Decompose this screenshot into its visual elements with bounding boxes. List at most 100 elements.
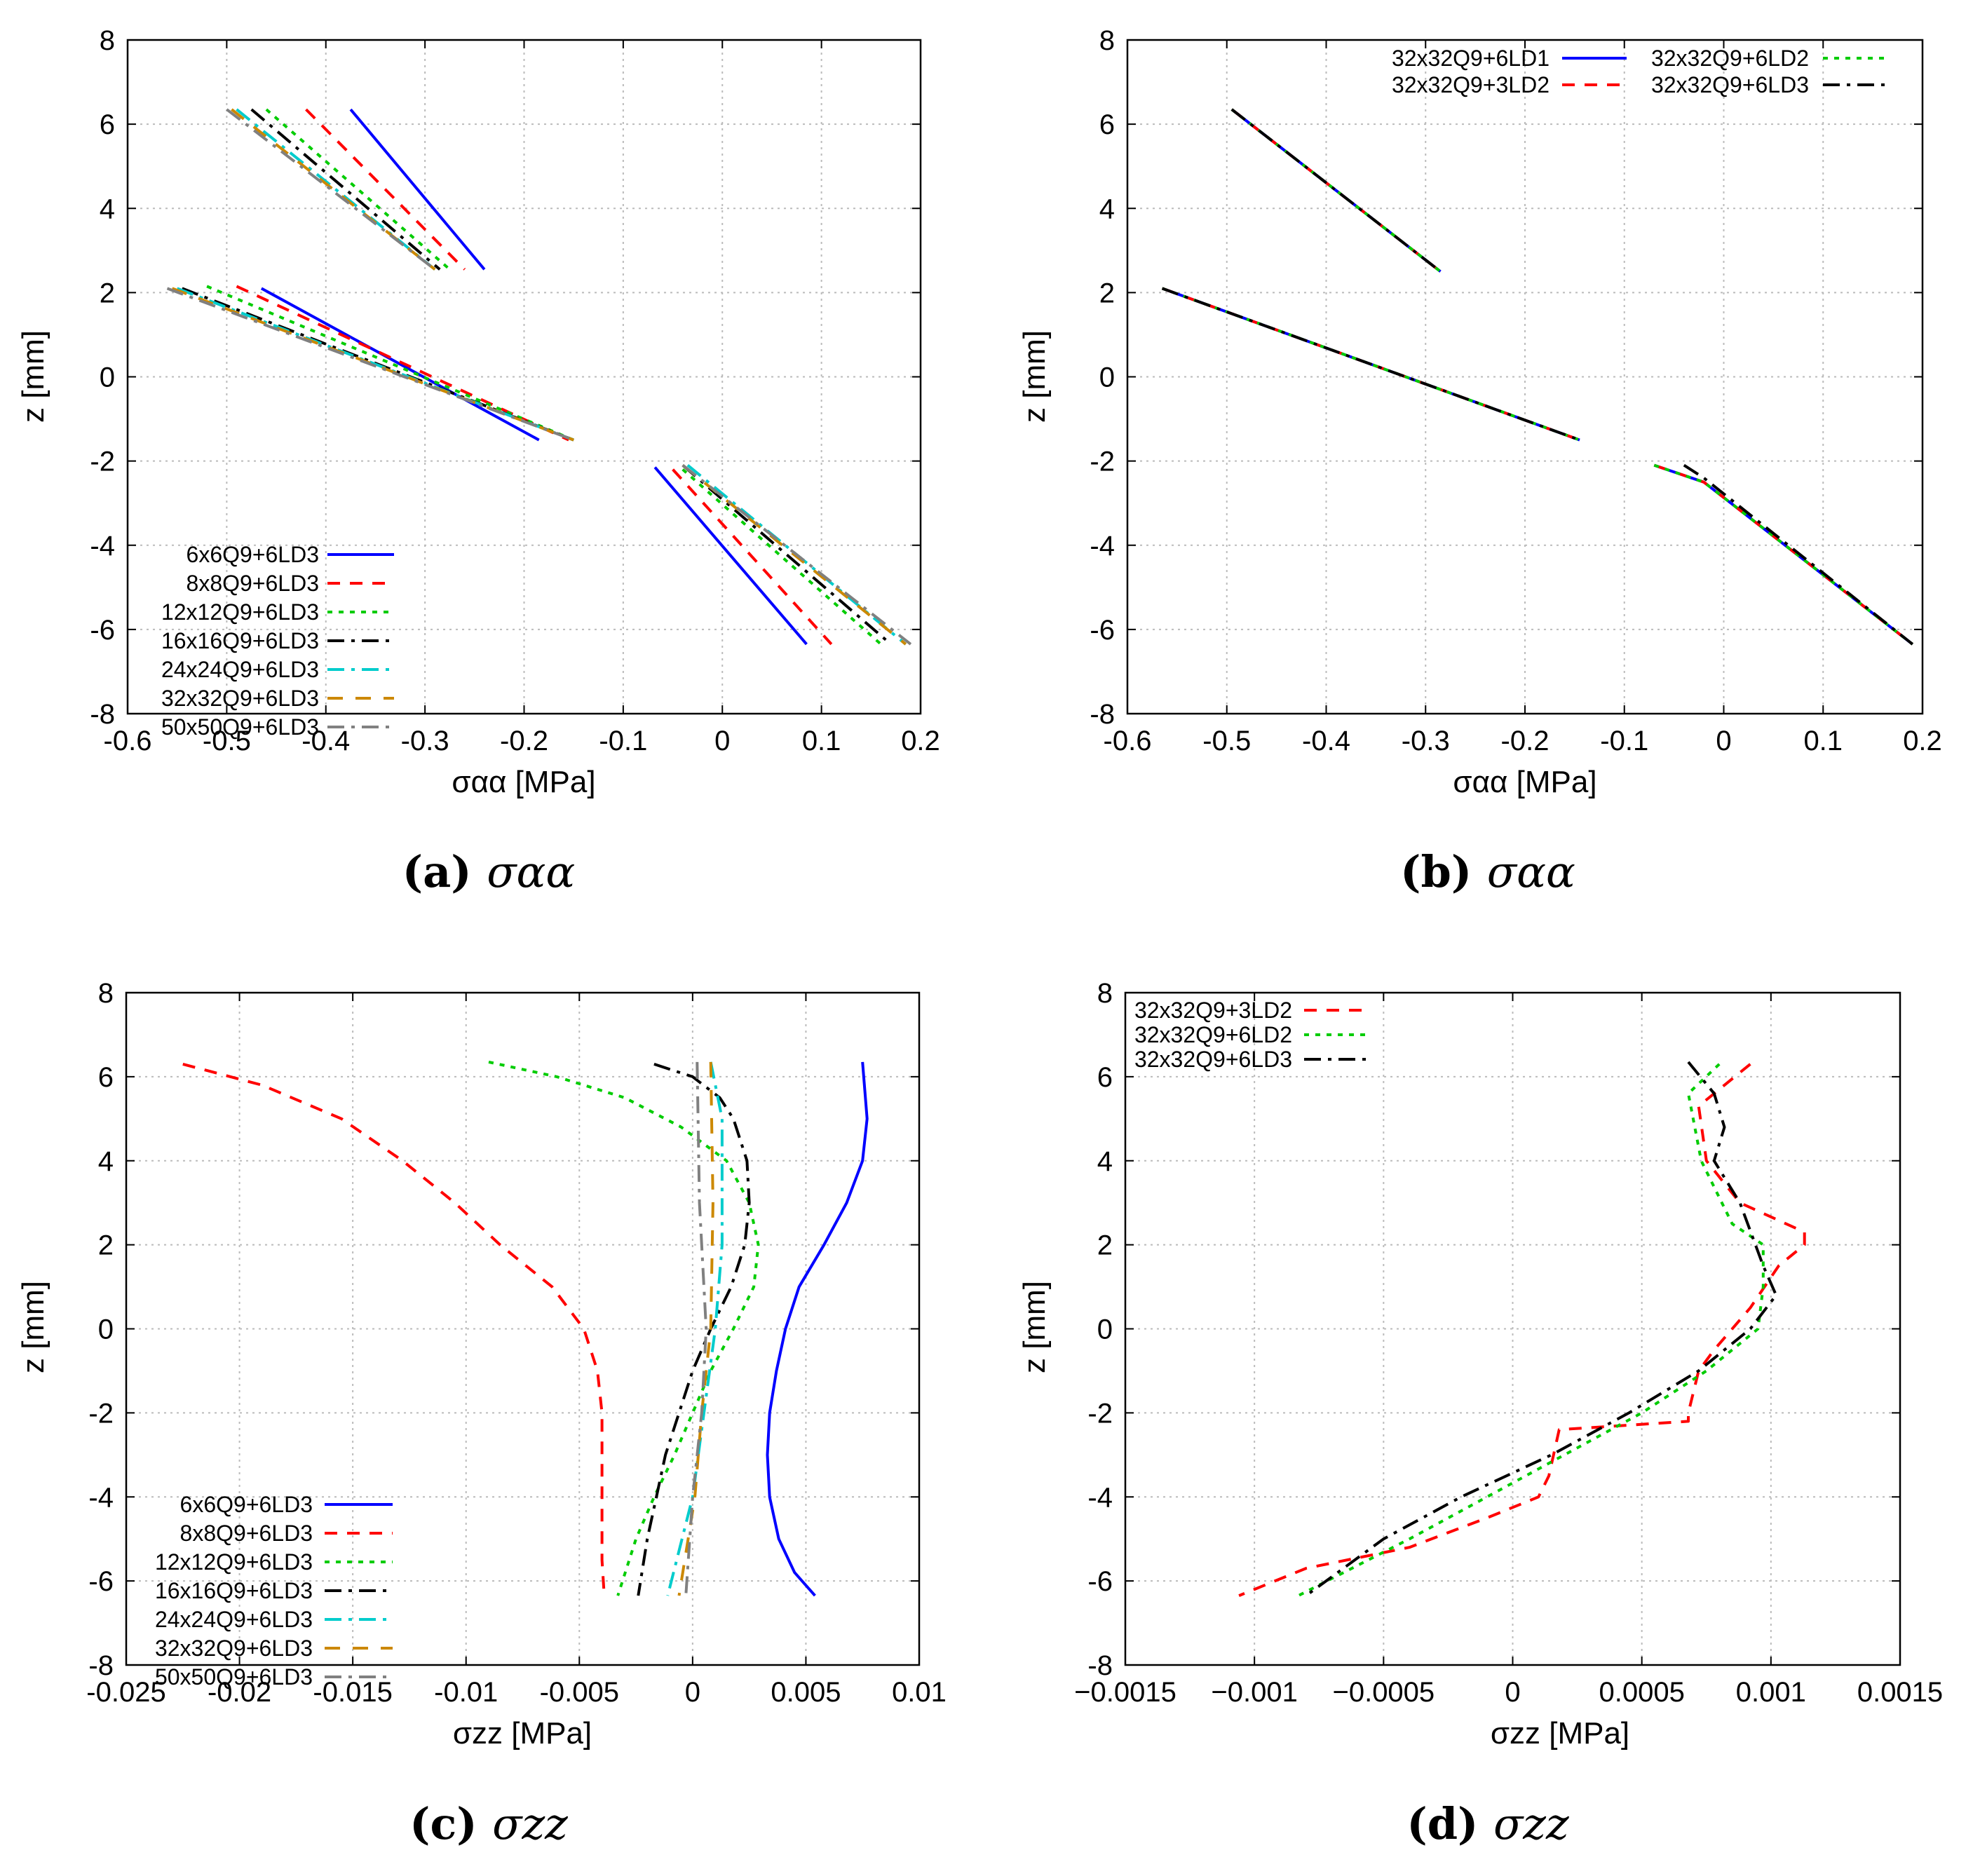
x-tick-label: 0.01 — [892, 1677, 947, 1708]
x-tick-label: -0.4 — [1302, 726, 1350, 756]
y-tick-label: 8 — [100, 25, 115, 56]
series-6x6Q9+6LD3 — [260, 108, 808, 646]
series-line-12x12Q9+6LD3-segment-1 — [206, 285, 574, 442]
series-line-24x24Q9+6LD3-segment-0 — [666, 1061, 724, 1596]
y-tick-label: -2 — [90, 447, 115, 477]
x-tick-label: 0 — [685, 1677, 700, 1708]
y-tick-label: 0 — [98, 1314, 114, 1345]
series-line-6x6Q9+6LD3-segment-2 — [653, 466, 808, 646]
plot-frame — [1126, 39, 1924, 715]
legend-label: 8x8Q9+6LD3 — [187, 571, 319, 596]
y-tick-label: 4 — [1097, 1146, 1113, 1177]
legend-label: 32x32Q9+6LD3 — [1651, 72, 1809, 97]
y-tick-label: -4 — [1087, 1482, 1113, 1513]
legend-label: 12x12Q9+6LD3 — [161, 599, 319, 625]
y-tick-label: 0 — [100, 362, 115, 393]
chart-panel-1: -0.6 -0.5 -0.4 -0.3 -0.2 -0.1 0 0.1 0.2 -8 -6 -4 -2 0… — [1017, 25, 1942, 897]
legend-label: 12x12Q9+6LD3 — [155, 1549, 313, 1575]
x-axis-label: σzz [MPa] — [453, 1716, 592, 1751]
y-tick-label: -2 — [1090, 447, 1115, 477]
caption-symbol: σzz — [492, 1798, 568, 1849]
y-tick-label: -8 — [90, 699, 115, 730]
legend: 6x6Q9+6LD3 8x8Q9+6LD3 12x12Q9+6LD3 16x16Q9+… — [155, 1492, 393, 1690]
x-tick-label: -0.4 — [301, 726, 350, 756]
x-tick-label: -0.5 — [1202, 726, 1251, 756]
x-axis-label: σαα [MPa] — [1453, 765, 1596, 799]
series-line-50x50Q9+6LD3-segment-0 — [226, 108, 436, 271]
chart-panel-2: -0.025 -0.02 -0.015 -0.01 -0.005 0 0.005 0.01 -8… — [16, 978, 947, 1849]
y-tick-label: 0 — [1097, 1314, 1113, 1345]
series-32x32Q9+6LD3 — [1305, 1061, 1778, 1597]
y-tick-label: 6 — [100, 109, 115, 140]
legend-label: 32x32Q9+6LD1 — [1392, 46, 1550, 71]
legend-label: 32x32Q9+3LD2 — [1134, 998, 1292, 1023]
legend-label: 50x50Q9+6LD3 — [155, 1664, 313, 1690]
y-axis-label: z [mm] — [16, 330, 50, 423]
y-tick-label: 8 — [1099, 25, 1115, 56]
series-24x24Q9+6LD3 — [666, 1061, 724, 1596]
x-tick-label: -0.1 — [1600, 726, 1648, 756]
y-tick-label: -2 — [1087, 1398, 1113, 1429]
panel-caption: (c) σzz — [409, 1798, 568, 1849]
y-tick-label: -8 — [1087, 1650, 1113, 1681]
caption-label: (d) — [1406, 1798, 1493, 1849]
x-axis-label: σzz [MPa] — [1491, 1716, 1629, 1751]
series-line-50x50Q9+6LD3-segment-0 — [684, 1061, 708, 1596]
legend-label: 32x32Q9+3LD2 — [1392, 72, 1550, 97]
caption-symbol: σαα — [1487, 846, 1575, 897]
series-line-32x32Q9+6LD3-segment-0 — [231, 108, 436, 271]
series-line-24x24Q9+6LD3-segment-1 — [176, 287, 574, 442]
series-line-32x32Q9+6LD2-segment-2 — [1653, 463, 1914, 646]
legend-label: 32x32Q9+6LD2 — [1651, 46, 1809, 71]
plot-frame — [126, 39, 922, 715]
x-tick-label: -0.015 — [313, 1677, 392, 1708]
caption-label: (b) — [1400, 846, 1487, 897]
y-tick-label: -4 — [1090, 531, 1115, 562]
series-line-8x8Q9+6LD3-segment-0 — [182, 1062, 606, 1596]
x-tick-label: -0.005 — [540, 1677, 619, 1708]
x-tick-label: 0 — [1716, 726, 1731, 756]
y-tick-label: 6 — [1099, 109, 1115, 140]
x-tick-label: 0.2 — [1903, 726, 1942, 756]
series-line-16x16Q9+6LD3-segment-0 — [250, 108, 441, 271]
y-tick-label: -6 — [90, 615, 115, 646]
x-tick-label: -0.1 — [599, 726, 647, 756]
series-line-32x32Q9+6LD2-segment-0 — [1297, 1063, 1765, 1597]
y-tick-label: -8 — [1090, 699, 1115, 730]
series-line-50x50Q9+6LD3-segment-2 — [682, 464, 912, 646]
series-line-12x12Q9+6LD3-segment-2 — [682, 468, 882, 646]
y-tick-label: -6 — [1087, 1566, 1113, 1597]
y-tick-label: -6 — [1090, 615, 1115, 646]
y-tick-label: -8 — [88, 1650, 114, 1681]
series-line-50x50Q9+6LD3-segment-1 — [166, 287, 574, 442]
chart-panel-0: -0.6 -0.5 -0.4 -0.3 -0.2 -0.1 0 0.1 0.2 -8 -6 -4 -2 0… — [16, 25, 940, 897]
x-tick-label: −0.0005 — [1332, 1677, 1435, 1708]
panel-caption: (a) σαα — [402, 846, 576, 897]
legend-label: 6x6Q9+6LD3 — [180, 1492, 313, 1517]
y-tick-label: 4 — [1099, 193, 1115, 224]
y-tick-label: 8 — [1097, 978, 1113, 1009]
y-tick-label: 2 — [1097, 1230, 1113, 1261]
x-tick-label: −0.0015 — [1074, 1677, 1177, 1708]
x-tick-label: 0.1 — [1803, 726, 1843, 756]
chart-panel-3: −0.0015 −0.001 −0.0005 0 0.0005 0.001 0.0015 -8… — [1017, 978, 1943, 1849]
legend-label: 24x24Q9+6LD3 — [161, 657, 319, 682]
series-line-6x6Q9+6LD3-segment-0 — [766, 1061, 869, 1597]
legend-label: 16x16Q9+6LD3 — [161, 628, 319, 653]
legend-label: 32x32Q9+6LD3 — [1134, 1047, 1292, 1072]
x-tick-label: -0.2 — [500, 726, 548, 756]
x-tick-label: -0.5 — [203, 726, 251, 756]
plot-frame — [1124, 991, 1901, 1666]
y-axis-label: z [mm] — [1017, 1281, 1052, 1373]
y-tick-label: 2 — [1099, 278, 1115, 308]
series-8x8Q9+6LD3 — [236, 108, 833, 646]
series-line-8x8Q9+6LD3-segment-2 — [672, 468, 833, 646]
x-tick-label: −0.001 — [1211, 1677, 1297, 1708]
series-line-32x32Q9+6LD3-segment-0 — [1230, 108, 1442, 273]
series-line-32x32Q9+3LD2-segment-2 — [1653, 463, 1914, 646]
series-line-8x8Q9+6LD3-segment-1 — [236, 285, 569, 442]
x-tick-label: 0.0005 — [1599, 1677, 1684, 1708]
x-tick-label: -0.01 — [434, 1677, 498, 1708]
series-line-16x16Q9+6LD3-segment-2 — [682, 464, 892, 646]
y-axis-label: z [mm] — [1017, 330, 1052, 423]
